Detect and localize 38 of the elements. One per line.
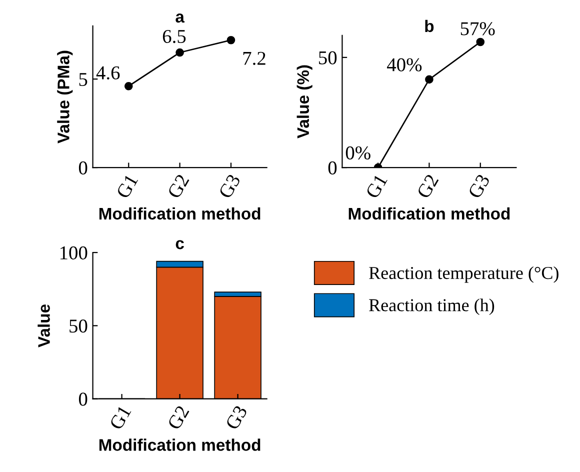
y-axis-title: Value (PMa) — [57, 50, 73, 144]
data-label: 6.5 — [162, 30, 186, 44]
data-label: 0% — [346, 146, 370, 160]
point — [476, 38, 485, 46]
x-tick-label: G1 — [365, 174, 388, 200]
point — [425, 75, 434, 84]
chart-title: b — [425, 20, 434, 32]
x-axis-title: Modification method — [348, 207, 510, 220]
x-tick-label: G2 — [416, 174, 439, 200]
x-tick-label: G3 — [468, 173, 490, 200]
legend-label: Reaction temperature (°C) — [369, 266, 558, 283]
y-axis-title: Value — [38, 304, 50, 348]
x-tick-label: G1 — [109, 405, 132, 430]
point — [226, 36, 236, 44]
x-tick-label: G2 — [167, 174, 190, 200]
y-tick-label: 100 — [60, 246, 88, 260]
data-label: 57% — [460, 22, 495, 36]
y-tick-label: 0 — [78, 392, 88, 406]
x-axis-title: Modification method — [99, 438, 260, 451]
chart-title: a — [176, 14, 185, 23]
y-tick-label: 0 — [78, 161, 88, 174]
data-label: 40% — [386, 58, 422, 72]
data-label: 7.2 — [243, 52, 266, 65]
y-tick-label: 5 — [79, 73, 88, 86]
x-axis-title: Modification method — [99, 207, 260, 220]
data-label: 4.6 — [96, 66, 120, 80]
chart-title: c — [176, 240, 184, 250]
point — [124, 82, 133, 90]
y-tick-label: 0 — [328, 161, 337, 174]
y-axis-title: Value (%) — [296, 65, 312, 138]
y-tick-label: 50 — [70, 319, 88, 333]
x-tick-label: G1 — [116, 174, 138, 200]
legend-label: Reaction time (h) — [369, 298, 494, 315]
y-tick-label: 50 — [319, 51, 337, 64]
point — [176, 48, 184, 57]
x-tick-label: G3 — [218, 173, 241, 200]
x-tick-label: G2 — [167, 404, 190, 430]
x-tick-label: G3 — [225, 404, 248, 430]
